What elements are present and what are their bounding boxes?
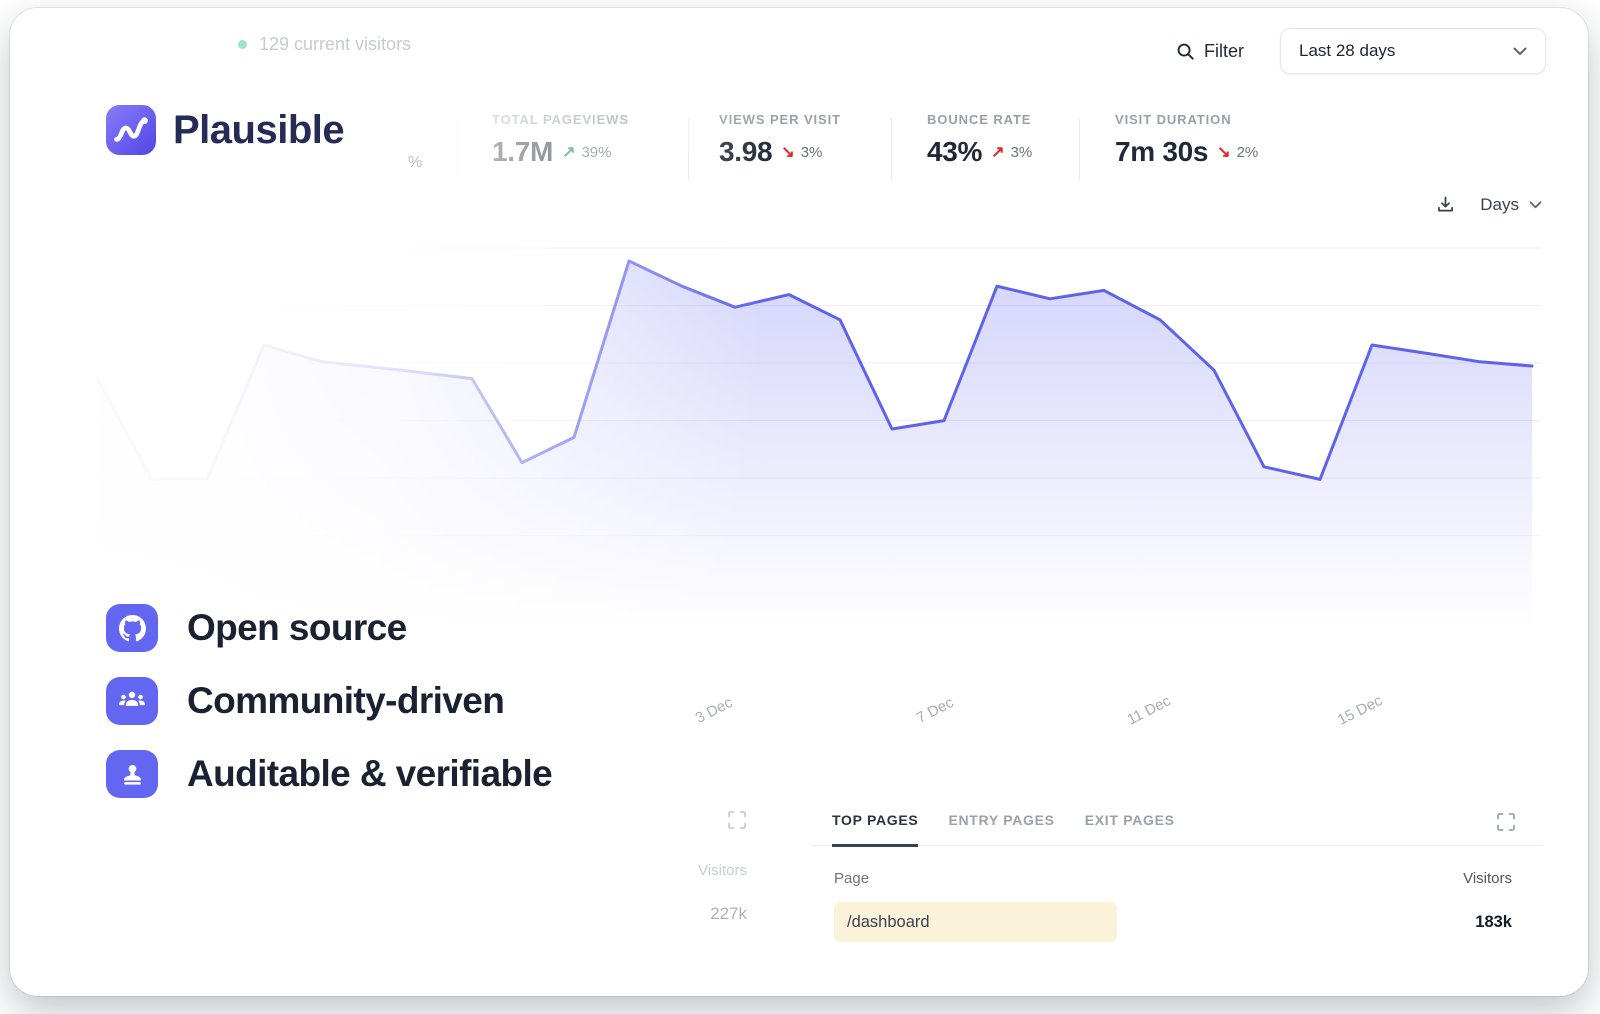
feature-auditable: Auditable & verifiable [106,750,553,798]
stat-views-per-visit: VIEWS PER VISIT 3.98 ↘ 3% [719,112,841,168]
stat-label: TOTAL PAGEVIEWS [492,112,629,127]
left-panel-visitors-header: Visitors [698,862,747,879]
feature-label: Open source [187,607,407,648]
stamp-icon [106,750,158,798]
download-icon[interactable] [1435,194,1456,215]
filter-label: Filter [1204,40,1244,61]
stat-label: VISIT DURATION [1115,112,1232,127]
stat-value: 1.7M [492,136,554,167]
stat-bounce-rate: BOUNCE RATE 43% ↗ 3% [927,112,1032,168]
trend-down-icon: ↘ [1217,144,1231,161]
dashboard-card: 129 current visitors Filter Last 28 days [10,8,1588,996]
chevron-down-icon [1513,47,1527,55]
trend-up-icon: ↗ [562,144,576,161]
filter-button[interactable]: Filter [1176,41,1244,62]
date-range-select[interactable]: Last 28 days [1280,28,1546,74]
visitors-chart [90,240,1540,660]
feature-list: Open source Community-driven [106,604,553,823]
feature-open-source: Open source [106,604,552,652]
stat-total-pageviews: TOTAL PAGEVIEWS 1.7M ↗ 39% [492,112,629,168]
feature-label: Community-driven [187,680,505,721]
github-icon [106,604,158,652]
stat-value: 43% [927,136,983,167]
stat-change: 3% [800,143,823,161]
trend-up-icon: ↗ [991,144,1005,161]
visitors-area-chart [90,247,1540,660]
column-page: Page [834,870,870,887]
stat-divider [688,118,689,180]
tab-exit-pages[interactable]: EXIT PAGES [1084,812,1175,828]
plausible-logo-icon [106,105,156,155]
stat-divider [457,118,458,180]
pages-table-header: Page Visitors [834,870,1512,887]
stat-change: 2% [1236,143,1259,161]
pages-panel: TOP PAGES ENTRY PAGES EXIT PAGES Page Vi… [812,788,1542,942]
live-dot-icon [238,40,247,49]
stat-divider [1079,118,1080,180]
pages-tabs: TOP PAGES ENTRY PAGES EXIT PAGES [812,788,1542,847]
current-visitors: 129 current visitors [238,34,411,55]
search-icon [1177,43,1194,60]
stat-divider [891,118,892,180]
stat-change: 39% [581,143,612,161]
tab-entry-pages[interactable]: ENTRY PAGES [948,812,1055,828]
brand-name: Plausible [173,107,345,152]
chart-area-fill [97,261,1532,660]
users-icon [106,677,158,725]
expand-icon[interactable] [1496,812,1516,832]
interval-select[interactable]: Days [1480,195,1542,215]
stat-visit-duration: VISIT DURATION 7m 30s ↘ 2% [1115,112,1258,168]
date-range-value: Last 28 days [1299,41,1396,60]
stat-value: 3.98 [719,136,773,167]
expand-icon[interactable] [727,810,747,830]
x-axis-label: 11 Dec [1123,692,1174,729]
chevron-down-icon [1529,200,1542,208]
interval-label: Days [1480,194,1519,214]
stat-label: BOUNCE RATE [927,112,1032,127]
x-axis-label: 7 Dec [914,694,957,727]
current-visitors-label: 129 current visitors [259,34,412,54]
tab-top-pages[interactable]: TOP PAGES [832,812,919,847]
stat-label: VIEWS PER VISIT [719,112,842,127]
feature-community: Community-driven [106,677,552,725]
topbar-actions: Filter Last 28 days [1176,28,1546,74]
row-page-label: /dashboard [847,912,930,931]
table-row[interactable]: /dashboard 183k [834,902,1512,942]
brand: Plausible [106,105,345,155]
trend-down-icon: ↘ [781,144,795,161]
row-visitors-value: 183k [1475,912,1512,931]
x-axis-label: 3 Dec [692,694,735,727]
left-panel-visitors-value: 227k [710,904,747,923]
stat-value: 7m 30s [1115,136,1209,167]
feature-label: Auditable & verifiable [187,753,553,794]
x-axis-label: 15 Dec [1335,692,1386,729]
column-visitors: Visitors [1463,870,1512,887]
chart-toolbar: Days [1435,194,1542,215]
partial-stat-text: % [408,154,423,171]
stat-change: 3% [1010,143,1033,161]
